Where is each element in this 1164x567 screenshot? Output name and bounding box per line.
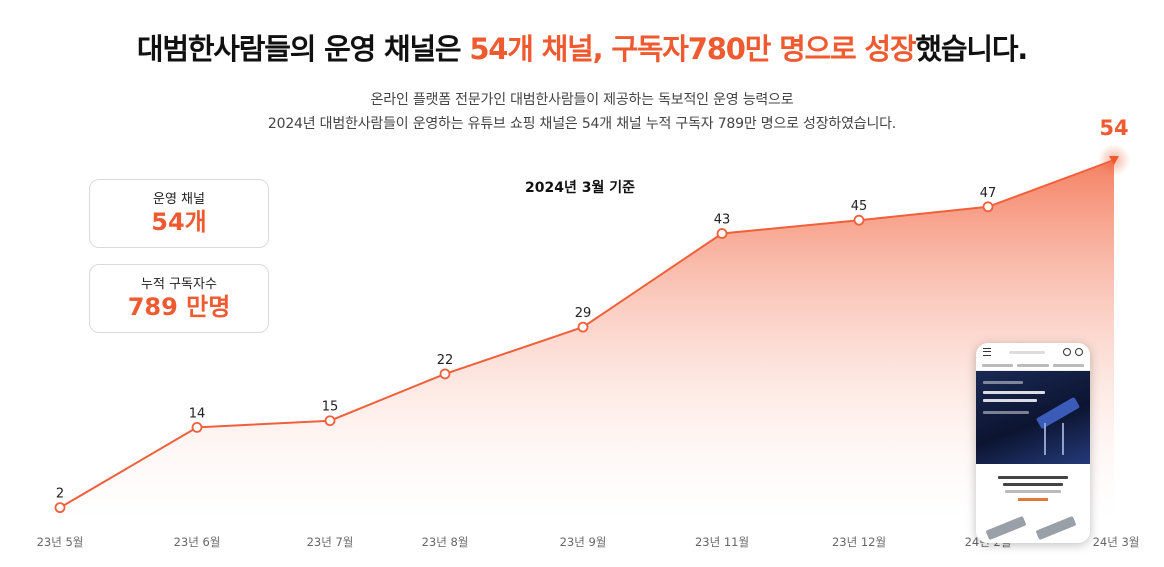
menu-icon xyxy=(983,348,991,356)
data-label: 15 xyxy=(322,400,339,415)
data-point xyxy=(324,415,336,427)
search-icon xyxy=(1063,348,1071,356)
phone-mockup xyxy=(976,343,1090,543)
data-point xyxy=(191,422,203,433)
phone-product-section xyxy=(976,464,1090,501)
x-tick-label: 24년 3월 xyxy=(1093,535,1140,549)
data-label: 45 xyxy=(851,199,868,214)
stat-card-channels: 운영 채널 54개 xyxy=(89,179,269,248)
x-tick-label: 23년 5월 xyxy=(37,535,84,549)
headline-part2: 했습니다. xyxy=(915,32,1028,66)
product-telescope-image-1 xyxy=(985,515,1027,541)
headline: 대범한사람들의 운영 채널은 54개 채널, 구독자780만 명으로 성장했습니… xyxy=(0,26,1164,68)
data-point xyxy=(577,321,589,333)
data-label: 22 xyxy=(437,353,454,368)
stat-value-subscribers: 789 만명 xyxy=(127,293,231,321)
data-label: 47 xyxy=(980,186,997,201)
data-label: 2 xyxy=(56,487,64,502)
x-tick-label: 23년 9월 xyxy=(560,535,607,549)
data-point xyxy=(716,228,728,239)
data-label: 54 xyxy=(1099,116,1128,140)
x-tick-label: 23년 7월 xyxy=(307,535,354,549)
stat-label-subscribers: 누적 구독자수 xyxy=(141,277,217,292)
chart-area-fill xyxy=(60,160,1114,521)
data-point xyxy=(982,201,994,213)
data-label: 43 xyxy=(714,213,731,228)
subtitle-line1: 온라인 플랫폼 전문가인 대범한사람들이 제공하는 독보적인 운영 능력으로 xyxy=(370,92,794,108)
x-tick-label: 23년 6월 xyxy=(174,535,221,549)
subtitle-line2: 2024년 대범한사람들이 운영하는 유튜브 쇼핑 채널은 54개 채널 누적 … xyxy=(267,116,897,132)
cart-icon xyxy=(1075,348,1083,356)
stat-card-subscribers: 누적 구독자수 789 만명 xyxy=(89,264,269,333)
phone-header xyxy=(976,343,1090,361)
phone-nav xyxy=(976,361,1090,371)
phone-logo-bar xyxy=(1009,350,1045,354)
phone-banner-image xyxy=(976,371,1090,464)
headline-accent: 54개 채널, 구독자780만 명으로 성장 xyxy=(469,32,916,66)
headline-part1: 대범한사람들의 운영 채널은 xyxy=(136,32,470,66)
data-label: 29 xyxy=(575,306,592,321)
x-tick-label: 23년 11월 xyxy=(695,535,749,549)
stat-value-channels: 54개 xyxy=(151,208,207,236)
data-label: 14 xyxy=(189,406,206,421)
x-tick-label: 23년 12월 xyxy=(832,535,886,549)
x-tick-label: 23년 8월 xyxy=(422,535,469,549)
product-telescope-image-2 xyxy=(1035,515,1077,541)
stat-label-channels: 운영 채널 xyxy=(153,192,205,207)
data-point-marker xyxy=(1109,156,1119,165)
data-point xyxy=(853,214,865,226)
data-point xyxy=(439,368,451,380)
chart-title: 2024년 3월 기준 xyxy=(525,180,635,196)
data-point xyxy=(54,502,66,514)
